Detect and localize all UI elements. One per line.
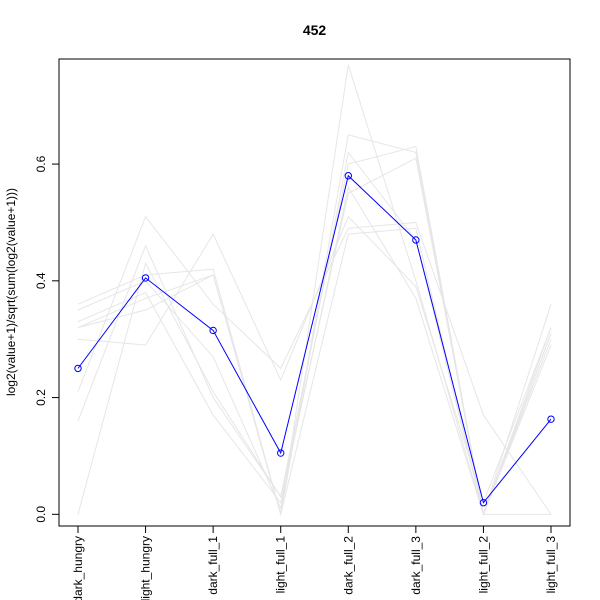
x-tick-label-dark-full-3: dark_full_3 [409,536,423,595]
data-point-dark-full-1 [209,326,217,335]
y-tick-label: 0.0 [34,506,48,523]
data-point-dark-hungry [74,364,82,373]
y-axis-label: log2(value+1)/sqrt(sum(log2(value+1))) [4,188,18,396]
chart-title: 452 [303,22,327,38]
data-point-light-full-3 [547,415,555,423]
data-point-light-full-1 [277,449,285,457]
background-series-line-7 [77,186,552,516]
highlight-series-line [77,174,552,504]
background-series-line-9 [77,151,552,516]
x-tick-label-light-full-3: light_full_3 [544,536,558,594]
x-tick-label-dark-hungry: dark_hungry [71,536,85,600]
y-tick-label: 0.6 [34,155,48,172]
x-tick-label-dark-full-1: dark_full_1 [206,536,220,595]
y-axis: 0.0 0.2 0.4 0.6 [34,155,60,523]
data-point-dark-full-2 [344,172,352,180]
x-axis: dark_hungry light_hungry dark_full_1 light_… [71,525,558,600]
x-tick-label-light-full-2: light_full_2 [476,536,490,594]
y-tick-label: 0.4 [34,272,48,289]
x-tick-label-dark-full-2: dark_full_2 [341,536,355,595]
x-tick-label-light-hungry: light_hungry [139,536,153,600]
background-series-group [77,64,552,517]
highlight-series-group [74,172,555,507]
y-tick-label: 0.2 [34,389,48,406]
data-point-light-hungry [141,274,150,282]
data-point-dark-full-3 [412,236,420,244]
background-series-line-2 [77,64,552,517]
x-tick-label-light-full-1: light_full_1 [274,536,288,594]
data-point-light-full-2 [479,498,488,507]
